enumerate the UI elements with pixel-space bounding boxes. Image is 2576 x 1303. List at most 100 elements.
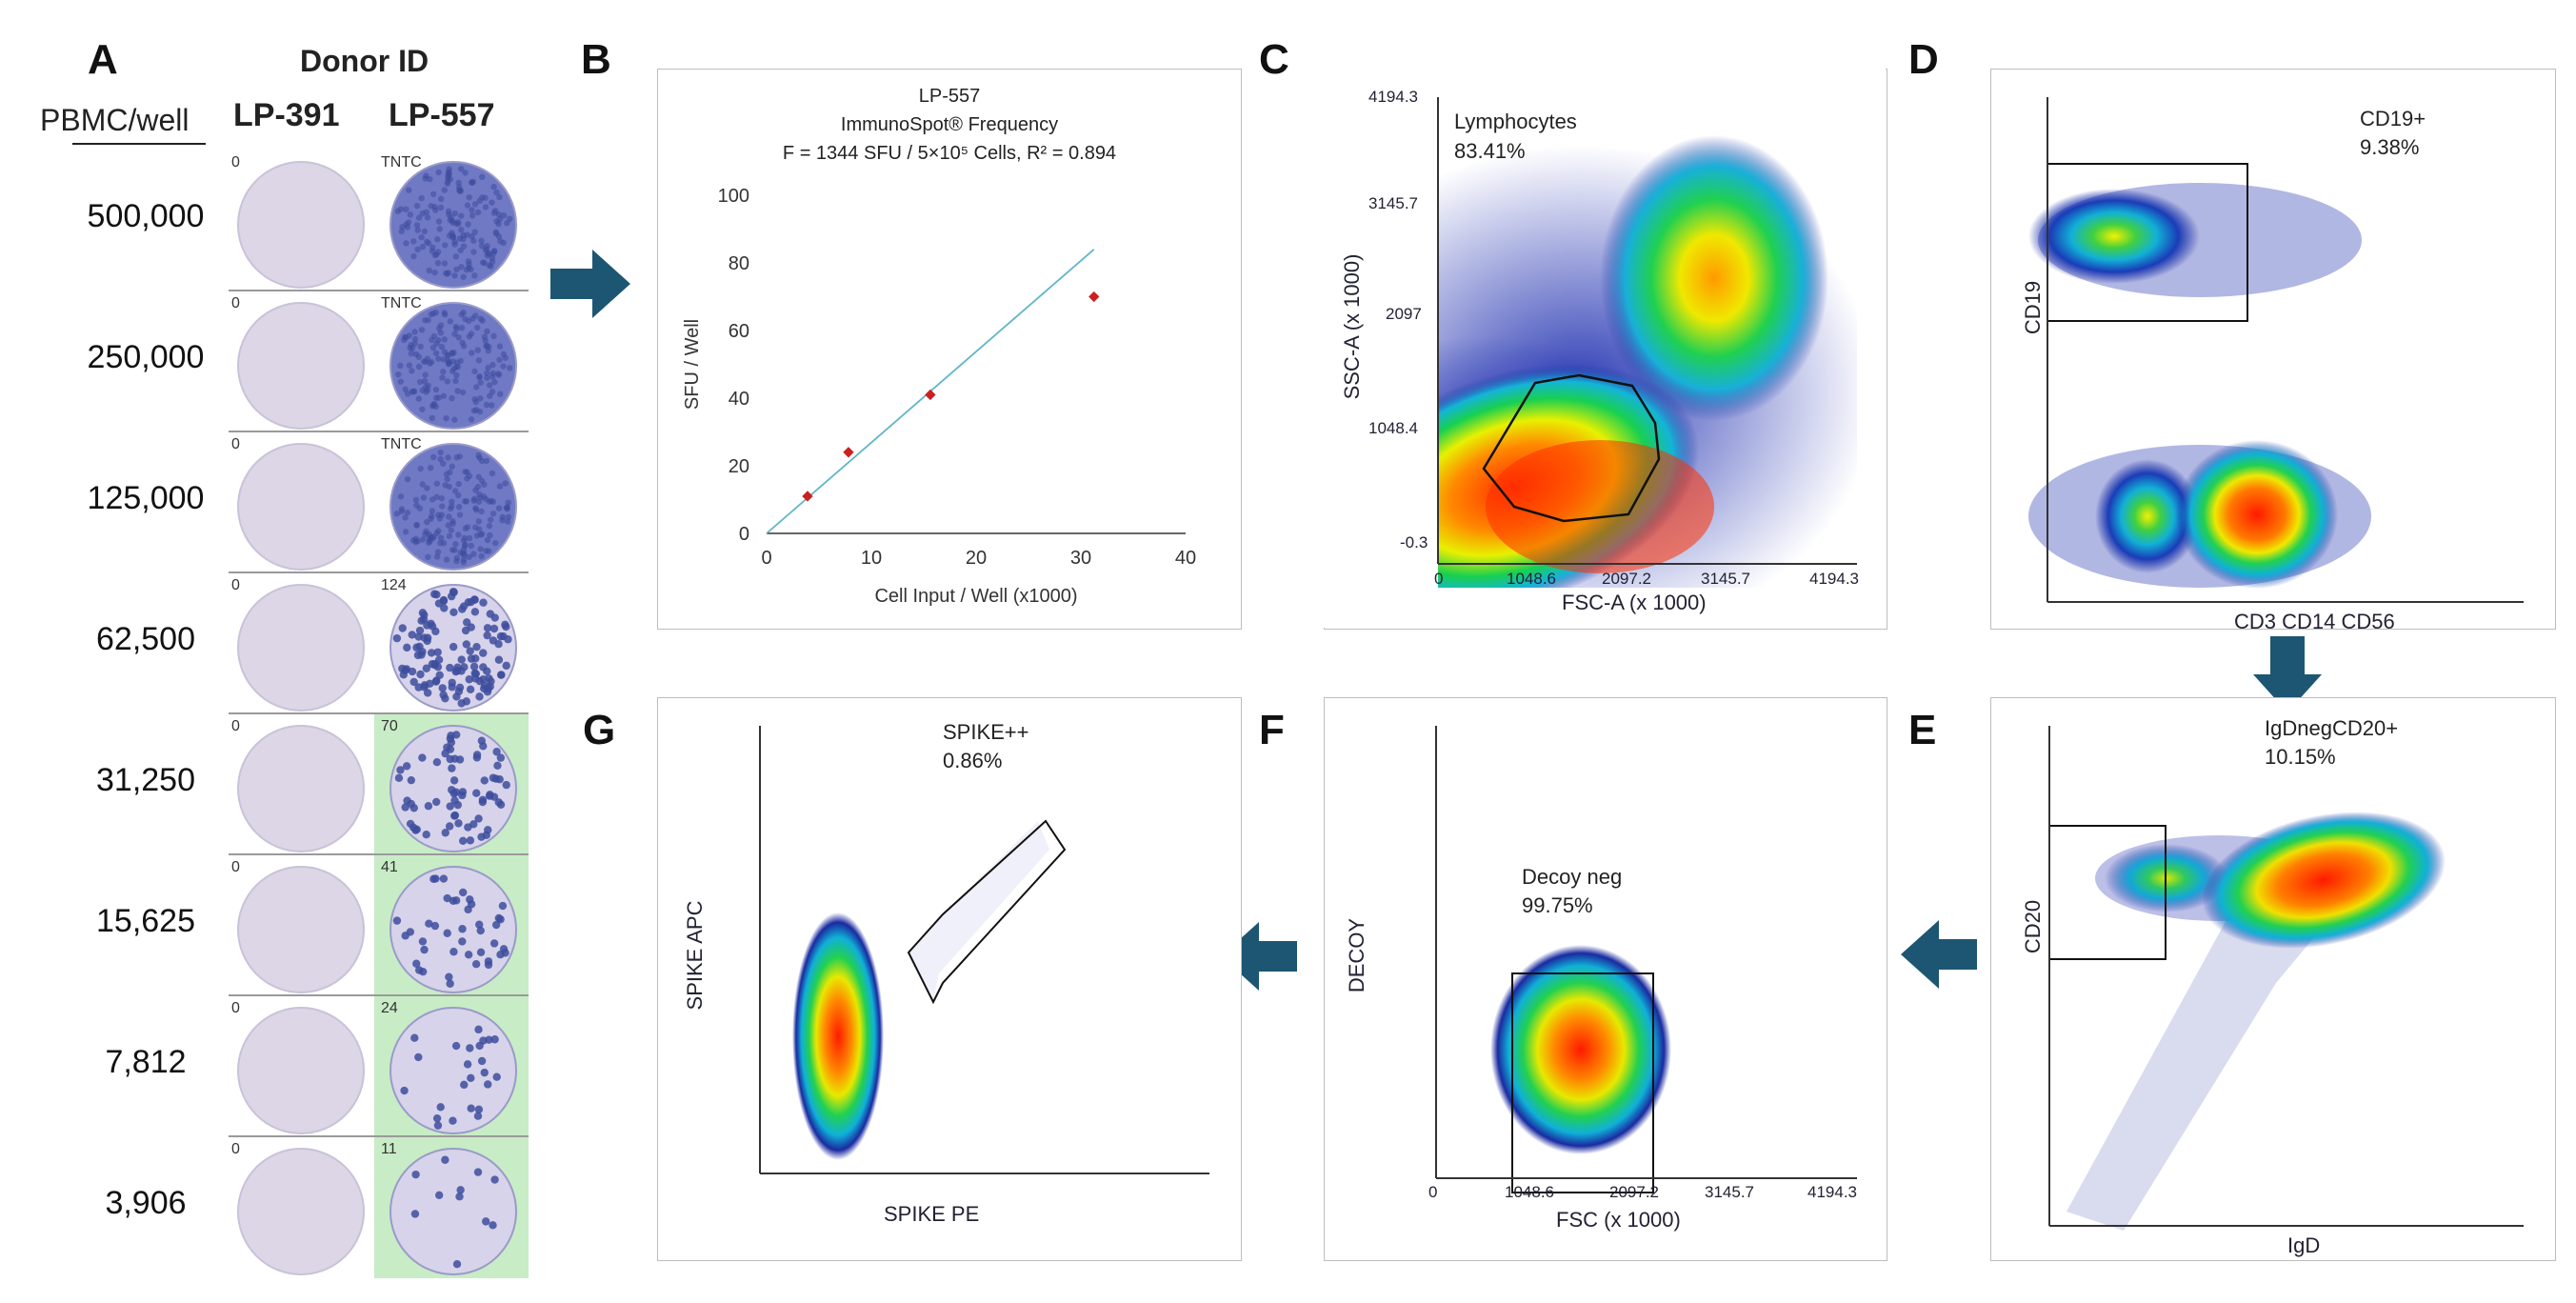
elispot-spot <box>445 822 454 831</box>
well-pair <box>237 1007 517 1134</box>
elispot-spot <box>483 667 491 675</box>
elispot-spot <box>451 788 460 796</box>
panel-e-flow-plot <box>2048 726 2524 1231</box>
elispot-spot <box>476 526 483 532</box>
elispot-spot <box>437 195 445 203</box>
elispot-spot <box>452 253 460 260</box>
elispot-spot <box>496 343 504 350</box>
elispot-spot <box>496 356 503 363</box>
elispot-spot <box>414 227 422 233</box>
elispot-spot <box>475 451 482 459</box>
well-count-lp391: 0 <box>231 436 240 452</box>
panel-f-xtick-2: 2097.2 <box>1609 1183 1659 1201</box>
elispot-spot <box>460 537 468 544</box>
elispot-spot <box>477 379 484 386</box>
elispot-spot <box>426 539 432 546</box>
elispot-spot <box>489 1221 497 1230</box>
elispot-spot <box>475 920 484 929</box>
elispot-spot <box>424 802 433 811</box>
elispot-spot <box>446 210 452 218</box>
elispot-spot <box>413 222 421 229</box>
elispot-spot <box>395 371 402 378</box>
elispot-spot <box>458 925 467 933</box>
elispot-spot <box>455 491 462 499</box>
elispot-spot <box>449 503 455 510</box>
elispot-spot <box>410 1210 420 1218</box>
elispot-spot <box>471 201 479 208</box>
elispot-spot <box>418 233 425 241</box>
elispot-spot <box>392 916 402 925</box>
elispot-spot <box>453 800 462 810</box>
pbmc-per-well-value: 31,250 <box>96 762 195 798</box>
elispot-spot <box>410 252 417 260</box>
elispot-spot <box>441 260 449 267</box>
elispot-spot <box>489 624 499 633</box>
elispot-spot <box>471 960 481 969</box>
elispot-spot <box>433 553 441 560</box>
elispot-spot <box>397 378 405 385</box>
elispot-spot <box>476 372 483 380</box>
donor-lp391-header: LP-391 <box>233 97 340 133</box>
elispot-spot <box>470 595 479 604</box>
elispot-spot <box>407 345 413 351</box>
elispot-spot <box>420 683 429 692</box>
well-pair <box>237 443 517 571</box>
elispot-spot <box>491 248 498 255</box>
well-pair <box>237 866 517 993</box>
panel-d-ylabel: CD19 <box>2021 280 2045 335</box>
elispot-spot <box>484 957 493 966</box>
elispot-spot <box>411 329 418 335</box>
well-lp391 <box>237 161 365 289</box>
elispot-spot <box>411 340 418 347</box>
elispot-spot <box>484 374 490 381</box>
well-lp391 <box>237 1148 365 1275</box>
elispot-spot <box>404 475 411 483</box>
elispot-spot <box>423 209 430 215</box>
elispot-spot <box>417 343 424 351</box>
elispot-spot <box>502 780 510 790</box>
elispot-spot <box>434 1191 444 1200</box>
panel-d-gate-pct: 9.38% <box>2360 135 2420 159</box>
elispot-spot <box>477 736 487 745</box>
elispot-spot <box>470 551 477 557</box>
elispot-spot <box>441 1155 449 1164</box>
elispot-spot <box>451 210 458 217</box>
elispot-spot <box>401 666 409 674</box>
elispot-spot <box>427 649 436 657</box>
elispot-spot <box>459 888 468 897</box>
elispot-spot <box>494 371 502 377</box>
elispot-spot <box>443 414 449 422</box>
elispot-spot <box>440 540 448 547</box>
elispot-spot <box>486 498 493 505</box>
elispot-spot <box>411 1170 420 1179</box>
elispot-spot <box>431 677 441 686</box>
well-count-lp391: 0 <box>231 1000 240 1016</box>
elispot-spot <box>456 511 464 518</box>
elispot-spot <box>403 643 411 652</box>
elispot-spot <box>478 795 488 804</box>
elispot-spot <box>431 627 440 636</box>
elispot-spot <box>495 505 503 511</box>
y-tick-label: 60 <box>729 321 749 342</box>
elispot-spot <box>398 228 406 234</box>
well-row-divider <box>229 1135 529 1137</box>
well-row-divider <box>229 712 529 714</box>
panel-f-xtick-1: 1048.6 <box>1505 1183 1554 1201</box>
elispot-spot <box>474 1105 484 1113</box>
elispot-spot <box>449 350 455 356</box>
elispot-spot <box>457 699 466 708</box>
elispot-spot <box>466 472 473 479</box>
elispot-spot <box>479 317 486 324</box>
elispot-spot <box>393 511 401 517</box>
elispot-spot <box>485 364 491 371</box>
elispot-spot <box>433 480 441 487</box>
panel-d-frame <box>1990 69 2556 630</box>
panel-d-xlabel: CD3 CD14 CD56 <box>2234 610 2395 633</box>
elispot-spot <box>434 259 442 267</box>
elispot-spot <box>429 508 436 514</box>
elispot-spot <box>422 830 430 839</box>
elispot-spot <box>496 483 504 490</box>
elispot-spot <box>432 797 441 807</box>
elispot-spot <box>413 202 421 210</box>
elispot-spot <box>441 829 449 837</box>
